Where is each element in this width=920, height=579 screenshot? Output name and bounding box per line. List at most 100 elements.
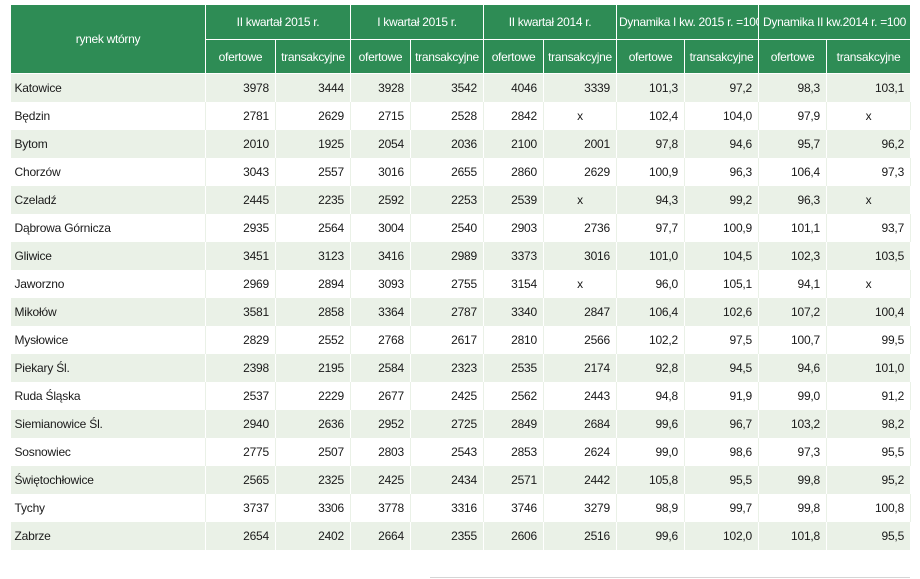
table-cell: 3928 xyxy=(350,73,411,102)
table-cell: 2803 xyxy=(350,438,411,466)
price-table: rynek wtórny II kwartał 2015 r. I kwarta… xyxy=(10,4,912,550)
table-cell: 98,9 xyxy=(616,494,686,522)
table-cell: 2969 xyxy=(205,270,276,298)
table-cell: 2664 xyxy=(350,522,411,550)
table-cell: 96,0 xyxy=(616,270,686,298)
table-cell: 2100 xyxy=(483,130,545,158)
table-cell: 2736 xyxy=(543,214,618,242)
table-cell: 2516 xyxy=(543,522,618,550)
city-name: Siemianowice Śl. xyxy=(10,410,206,438)
sub-header: ofertowe xyxy=(483,39,545,74)
table-cell: 2787 xyxy=(410,298,485,326)
city-name: Tychy xyxy=(10,494,206,522)
table-cell: 105,8 xyxy=(616,466,686,494)
table-cell: 3154 xyxy=(483,270,545,298)
table-cell: 2847 xyxy=(543,298,618,326)
group-header: II kwartał 2015 r. xyxy=(205,4,351,40)
table-cell: 2562 xyxy=(483,382,545,410)
table-cell: 2858 xyxy=(275,298,351,326)
table-cell: x xyxy=(543,270,618,298)
table-cell: 3737 xyxy=(205,494,276,522)
group-header: Dynamika I kw. 2015 r. =100 xyxy=(616,4,760,40)
table-cell: 100,9 xyxy=(684,214,760,242)
table-cell: 2253 xyxy=(410,186,485,214)
table-cell: 106,4 xyxy=(758,158,828,186)
table-cell: 103,1 xyxy=(826,73,912,102)
table-cell: 101,0 xyxy=(826,354,912,382)
table-cell: 2624 xyxy=(543,438,618,466)
table-cell: 2528 xyxy=(410,102,485,130)
table-cell: 95,2 xyxy=(826,466,912,494)
table-cell: 99,8 xyxy=(758,494,828,522)
table-cell: 105,1 xyxy=(684,270,760,298)
sub-header: transakcyjne xyxy=(826,39,912,74)
city-name: Piekary Śl. xyxy=(10,354,206,382)
table-cell: 94,1 xyxy=(758,270,828,298)
group-header: I kwartał 2015 r. xyxy=(349,4,485,40)
table-cell: 98,2 xyxy=(826,410,912,438)
city-name: Jaworzno xyxy=(10,270,206,298)
table-cell: 2860 xyxy=(483,158,545,186)
table-cell: 102,3 xyxy=(758,242,828,270)
city-name: Czeladź xyxy=(10,186,206,214)
table-cell: 3542 xyxy=(410,73,485,102)
table-cell: x xyxy=(826,102,912,130)
city-name: Ruda Śląska xyxy=(10,382,206,410)
table-cell: 2442 xyxy=(543,466,618,494)
sub-header: transakcyjne xyxy=(543,39,618,74)
table-cell: 2325 xyxy=(275,466,351,494)
sub-header: ofertowe xyxy=(616,39,686,74)
table-row: Świętochłowice 2565 2325 2425 2434 2571 2442 10… xyxy=(10,466,912,494)
table-row: Ruda Śląska 2537 2229 2677 2425 2562 2443 94,8 9… xyxy=(10,382,912,410)
divider xyxy=(430,577,910,578)
table-cell: 2535 xyxy=(483,354,545,382)
table-cell: 2755 xyxy=(410,270,485,298)
table-cell: x xyxy=(543,102,618,130)
table-cell: 96,3 xyxy=(758,186,828,214)
table-cell: 100,8 xyxy=(826,494,912,522)
city-name: Bytom xyxy=(10,130,206,158)
city-name: Gliwice xyxy=(10,242,206,270)
table-cell: 2537 xyxy=(205,382,276,410)
table-cell: 3746 xyxy=(483,494,545,522)
table-cell: 98,6 xyxy=(684,438,760,466)
table-cell: 2355 xyxy=(410,522,485,550)
table-cell: 3778 xyxy=(350,494,411,522)
table-row: Gliwice 3451 3123 3416 2989 3373 3016 101,0 104,… xyxy=(10,242,912,270)
table-row: Będzin 2781 2629 2715 2528 2842 x 102,4 104,0 97,… xyxy=(10,102,912,130)
table-cell: 107,2 xyxy=(758,298,828,326)
table-cell: 95,5 xyxy=(826,522,912,550)
table-cell: 94,3 xyxy=(616,186,686,214)
table-cell: 3416 xyxy=(350,242,411,270)
table-cell: 3373 xyxy=(483,242,545,270)
table-cell: 99,6 xyxy=(616,522,686,550)
header-sub-row: ofertowe transakcyjne ofertowe transakcy… xyxy=(11,39,912,74)
table-cell: 1925 xyxy=(275,130,351,158)
table-cell: 97,2 xyxy=(684,73,760,102)
table-cell: 3279 xyxy=(543,494,618,522)
sub-header: ofertowe xyxy=(350,39,411,74)
table-row: Jaworzno 2969 2894 3093 2755 3154 x 96,0 105,1 94… xyxy=(10,270,912,298)
table-cell: 2539 xyxy=(483,186,545,214)
table-cell: 99,7 xyxy=(684,494,760,522)
table-cell: 2989 xyxy=(410,242,485,270)
table-row: Zabrze 2654 2402 2664 2355 2606 2516 99,6 102,0 1… xyxy=(10,522,912,550)
table-cell: 2584 xyxy=(350,354,411,382)
table-cell: 3316 xyxy=(410,494,485,522)
table-cell: 96,2 xyxy=(826,130,912,158)
city-name: Świętochłowice xyxy=(10,466,206,494)
table-cell: 2543 xyxy=(410,438,485,466)
table-cell: 3093 xyxy=(350,270,411,298)
table-cell: 2054 xyxy=(350,130,411,158)
table-cell: 104,5 xyxy=(684,242,760,270)
table-row: Tychy 3737 3306 3778 3316 3746 3279 98,9 99,7 99,… xyxy=(10,494,912,522)
sub-header: ofertowe xyxy=(205,39,276,74)
table-cell: 96,7 xyxy=(684,410,760,438)
table-cell: 104,0 xyxy=(684,102,760,130)
table-cell: 102,6 xyxy=(684,298,760,326)
table-cell: 2507 xyxy=(275,438,351,466)
city-name: Katowice xyxy=(10,73,206,102)
table-cell: 2229 xyxy=(275,382,351,410)
table-cell: 99,6 xyxy=(616,410,686,438)
